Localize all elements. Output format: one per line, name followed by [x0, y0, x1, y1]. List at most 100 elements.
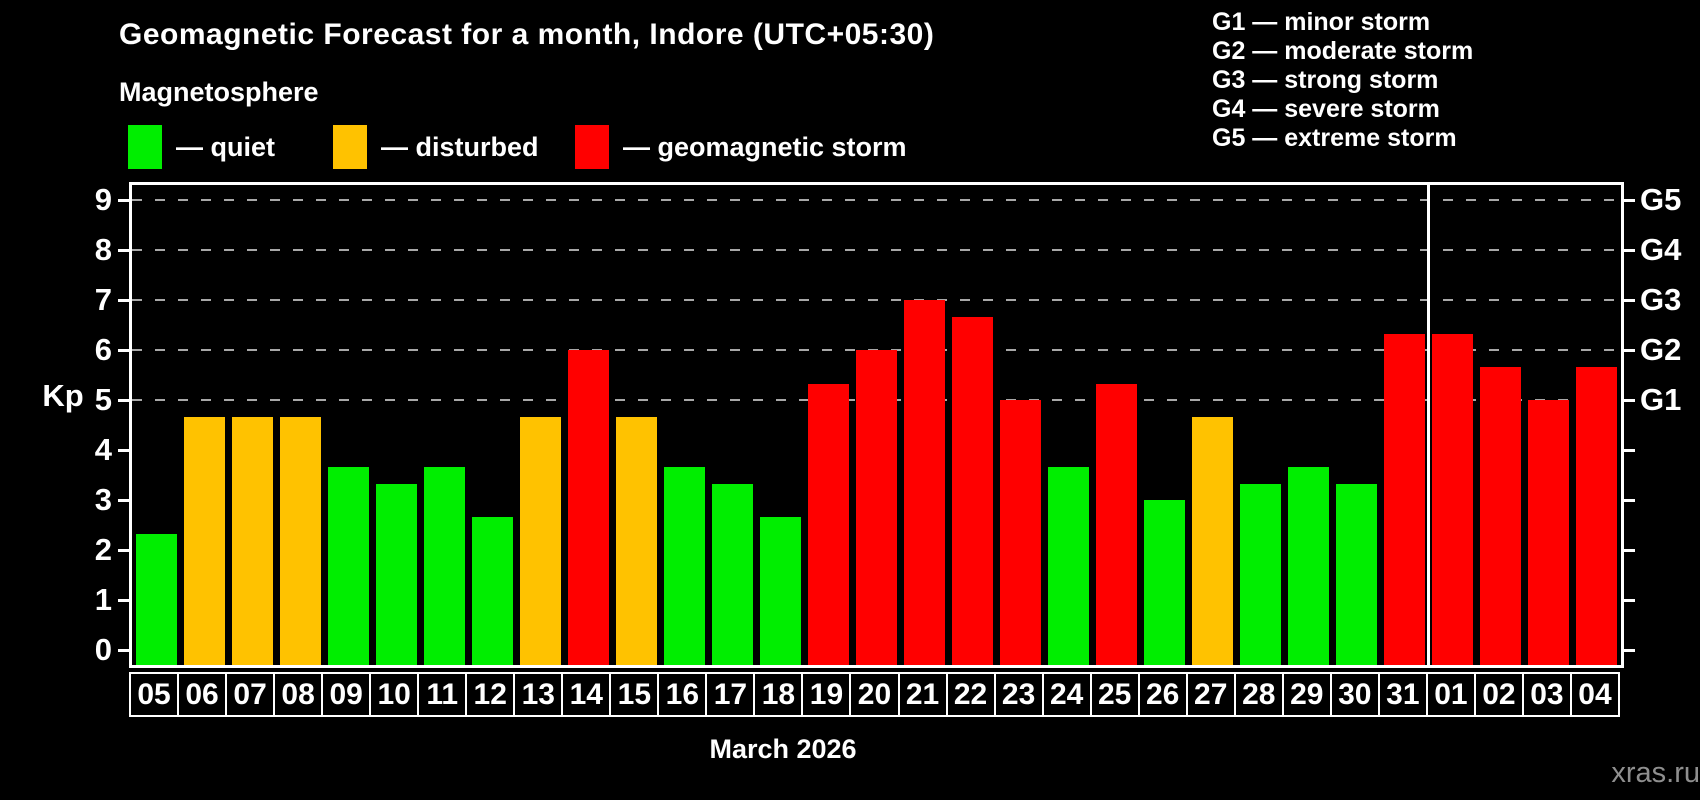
bar-day-31: [1384, 333, 1426, 665]
g-legend-line-G2: G2 — moderate storm: [1212, 37, 1474, 65]
ytick-label-9: 9: [94, 182, 112, 217]
legend-label-storm: — geomagnetic storm: [623, 131, 907, 162]
day-label-04: 04: [1569, 672, 1620, 717]
x-axis-title: March 2026: [709, 734, 857, 764]
day-label-17: 17: [705, 672, 756, 717]
day-label-05: 05: [129, 672, 180, 717]
ytick-label-7: 7: [94, 282, 112, 317]
bar-day-20: [855, 350, 897, 665]
right-tick-2: [1624, 548, 1635, 552]
left-tick-3: [118, 498, 129, 502]
ytick-label-2: 2: [94, 532, 112, 567]
right-tick-1: [1624, 598, 1635, 602]
chart-subtitle: Magnetosphere: [119, 77, 319, 107]
bar-day-01: [1432, 333, 1474, 665]
right-axis-label-G3: G3: [1640, 282, 1682, 317]
bar-day-02: [1480, 366, 1522, 665]
day-label-26: 26: [1137, 672, 1188, 717]
g-legend-line-G4: G4 — severe storm: [1212, 95, 1440, 123]
day-label-11: 11: [417, 672, 468, 717]
right-axis-label-G4: G4: [1640, 232, 1682, 267]
ytick-label-8: 8: [94, 232, 112, 267]
left-tick-7: [118, 298, 129, 302]
g-legend-line-G3: G3 — strong storm: [1212, 66, 1439, 94]
bar-day-27: [1192, 416, 1234, 665]
bar-day-11: [423, 466, 465, 665]
day-label-02: 02: [1473, 672, 1524, 717]
day-label-03: 03: [1521, 672, 1572, 717]
day-label-29: 29: [1281, 672, 1332, 717]
day-label-09: 09: [321, 672, 372, 717]
chart-title: Geomagnetic Forecast for a month, Indore…: [119, 18, 935, 51]
bar-day-22: [952, 316, 994, 665]
watermark: xras.ru: [1611, 757, 1700, 789]
g-legend-line-G5: G5 — extreme storm: [1212, 124, 1457, 152]
left-tick-0: [118, 648, 129, 652]
plot-area: [129, 182, 1624, 668]
right-axis-label-G5: G5: [1640, 182, 1682, 217]
day-label-16: 16: [657, 672, 708, 717]
left-tick-8: [118, 248, 129, 252]
bar-day-04: [1576, 366, 1618, 665]
bar-day-16: [663, 466, 705, 665]
bar-day-05: [135, 533, 177, 665]
right-axis-label-G2: G2: [1640, 332, 1682, 367]
day-label-21: 21: [897, 672, 948, 717]
storm-swatch-icon: [575, 125, 609, 169]
g-scale-legend: G1 — minor storm G2 — moderate storm G3 — …: [1212, 8, 1473, 153]
disturbed-swatch-icon: [333, 125, 367, 169]
day-label-14: 14: [561, 672, 612, 717]
ytick-label-4: 4: [94, 432, 112, 467]
bar-day-08: [279, 416, 321, 665]
bar-day-17: [711, 483, 753, 665]
bar-day-25: [1096, 383, 1138, 665]
bar-day-15: [615, 416, 657, 665]
legend-label-quiet: — quiet: [176, 131, 275, 162]
right-tick-7: [1624, 298, 1635, 302]
y-axis-title: Kp: [42, 378, 84, 413]
day-label-06: 06: [177, 672, 228, 717]
bar-day-26: [1144, 500, 1186, 665]
day-label-30: 30: [1329, 672, 1380, 717]
day-label-22: 22: [945, 672, 996, 717]
right-tick-6: [1624, 348, 1635, 352]
gridline-kp8: [132, 249, 1621, 251]
legend-label-disturbed: — disturbed: [381, 131, 539, 162]
bar-day-14: [567, 350, 609, 665]
legend-item-quiet: — quiet: [128, 125, 275, 169]
bar-day-29: [1288, 466, 1330, 665]
right-axis-label-G1: G1: [1640, 382, 1682, 417]
day-label-25: 25: [1089, 672, 1140, 717]
bar-day-18: [759, 516, 801, 665]
day-label-08: 08: [273, 672, 324, 717]
day-label-27: 27: [1185, 672, 1236, 717]
day-label-07: 07: [225, 672, 276, 717]
day-label-01: 01: [1425, 672, 1476, 717]
bar-day-03: [1528, 400, 1570, 665]
ytick-label-5: 5: [94, 382, 112, 417]
left-tick-4: [118, 448, 129, 452]
gridline-kp9: [132, 199, 1621, 201]
bar-day-30: [1336, 483, 1378, 665]
bar-day-06: [183, 416, 225, 665]
right-tick-5: [1624, 398, 1635, 402]
x-axis-day-labels: 05 06 07 08 09 10 11 12 13 14 15 16 17 18 19 20 21 22 23 24…: [127, 672, 1626, 717]
bar-day-28: [1240, 483, 1282, 665]
bar-day-07: [231, 416, 273, 665]
legend-item-storm: — geomagnetic storm: [575, 125, 907, 169]
right-tick-8: [1624, 248, 1635, 252]
bar-day-12: [471, 516, 513, 665]
right-tick-4: [1624, 448, 1635, 452]
g-legend-line-G1: G1 — minor storm: [1212, 8, 1431, 36]
bar-day-10: [375, 483, 417, 665]
bar-day-09: [327, 466, 369, 665]
right-tick-0: [1624, 648, 1635, 652]
bar-day-21: [904, 300, 946, 665]
day-label-13: 13: [513, 672, 564, 717]
left-tick-6: [118, 348, 129, 352]
quiet-swatch-icon: [128, 125, 162, 169]
day-label-31: 31: [1377, 672, 1428, 717]
bar-day-19: [807, 383, 849, 665]
ytick-label-0: 0: [94, 632, 112, 667]
right-tick-9: [1624, 198, 1635, 202]
